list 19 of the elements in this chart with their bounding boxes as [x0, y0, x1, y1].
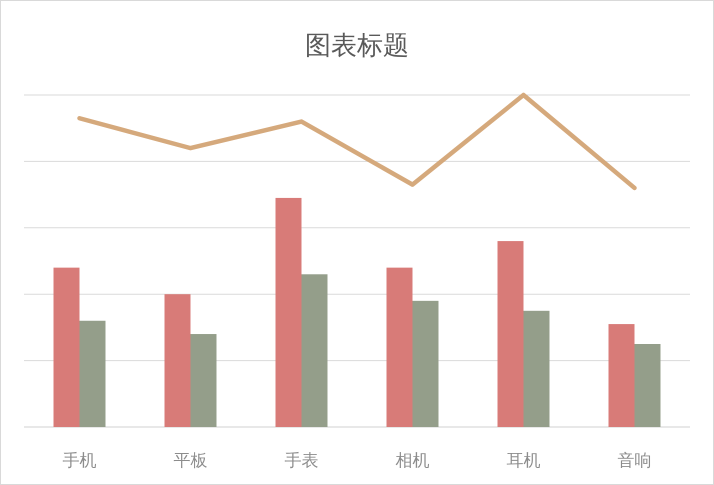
bar — [80, 320, 106, 427]
x-tick-label: 耳机 — [506, 451, 540, 470]
bar — [164, 294, 190, 427]
x-tick-label: 相机 — [396, 451, 430, 470]
title: 图表标题 — [305, 30, 409, 60]
x-tick-label: 手机 — [62, 451, 96, 470]
bar — [608, 324, 634, 427]
bar — [498, 241, 524, 427]
bar — [634, 344, 660, 427]
bar — [412, 300, 438, 427]
bar — [386, 268, 412, 427]
bar — [276, 198, 302, 427]
x-tick-label: 音响 — [618, 451, 652, 470]
x-tick-label: 平板 — [174, 451, 208, 470]
bar — [302, 274, 328, 427]
bar — [524, 310, 550, 427]
bar — [190, 334, 216, 427]
x-tick-label: 手表 — [284, 451, 318, 470]
bar — [54, 268, 80, 427]
